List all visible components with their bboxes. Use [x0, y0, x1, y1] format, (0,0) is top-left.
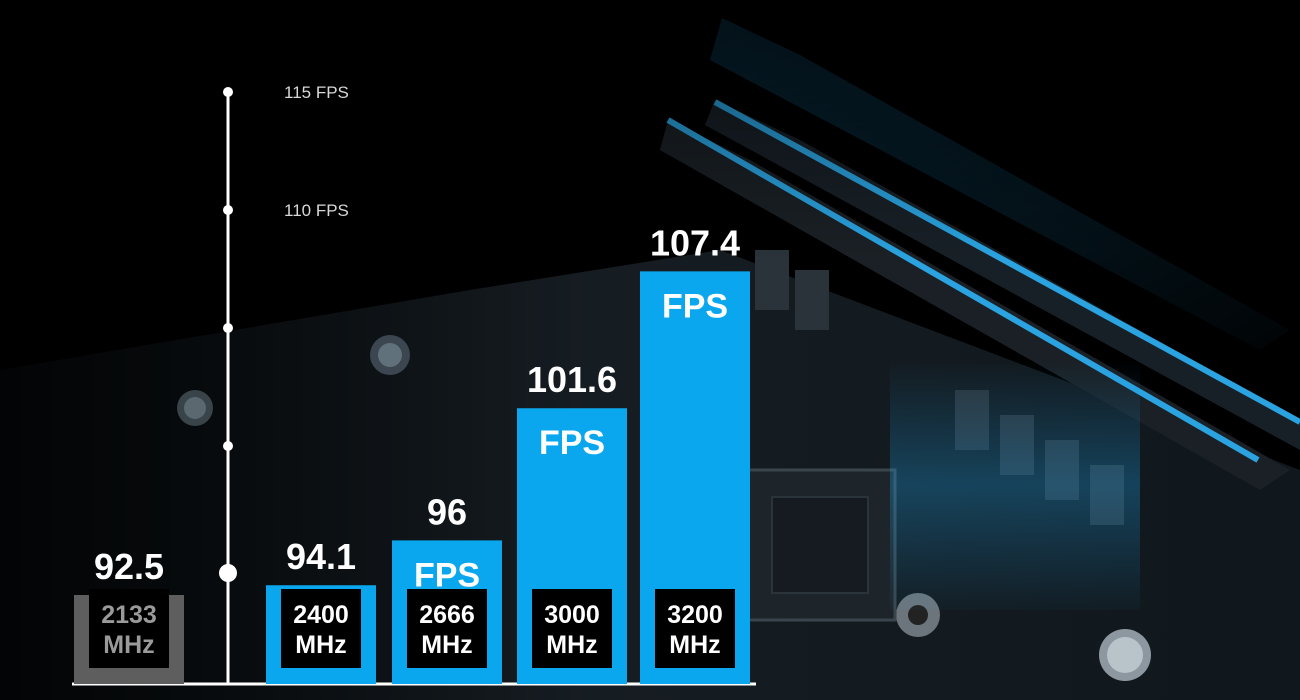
y-tick-label: 110 FPS [284, 201, 349, 220]
frequency-box [281, 589, 361, 668]
frequency-value: 3000 [544, 601, 600, 629]
frequency-box [532, 589, 612, 668]
frequency-unit: MHz [546, 631, 597, 659]
y-tick-110 [223, 205, 233, 215]
value-label: 107.4 [650, 222, 740, 263]
y-tick-label: 115 FPS [284, 83, 349, 102]
y-tick-100 [223, 441, 233, 451]
bar-group-2133: 92.5FPS2133MHz [74, 546, 184, 684]
frequency-box [655, 589, 735, 668]
frequency-box [89, 589, 169, 668]
frequency-box [407, 589, 487, 668]
frequency-value: 2400 [293, 601, 349, 629]
frequency-value: 2133 [101, 601, 157, 629]
bars: 92.5FPS2133MHz94.1FPS2400MHz96FPS2666MHz… [74, 222, 750, 684]
bar-unit-label: FPS [414, 556, 480, 594]
frequency-unit: MHz [103, 631, 154, 659]
value-label: 94.1 [286, 536, 356, 577]
bar-group-2400: 94.1FPS2400MHz [266, 536, 376, 684]
y-tick-105 [223, 323, 233, 333]
frequency-value: 2666 [419, 601, 475, 629]
bar-unit-label: FPS [662, 287, 728, 325]
frequency-unit: MHz [421, 631, 472, 659]
y-tick-115 [223, 87, 233, 97]
frequency-unit: MHz [295, 631, 346, 659]
value-label: 101.6 [527, 359, 617, 400]
value-label: 92.5 [94, 546, 164, 587]
frequency-value: 3200 [667, 601, 723, 629]
y-axis-origin-dot [219, 564, 237, 582]
frequency-unit: MHz [669, 631, 720, 659]
bar-unit-label: FPS [539, 424, 605, 462]
y-axis: 115 FPS 110 FPS [219, 83, 349, 684]
value-label: 96 [427, 491, 467, 532]
